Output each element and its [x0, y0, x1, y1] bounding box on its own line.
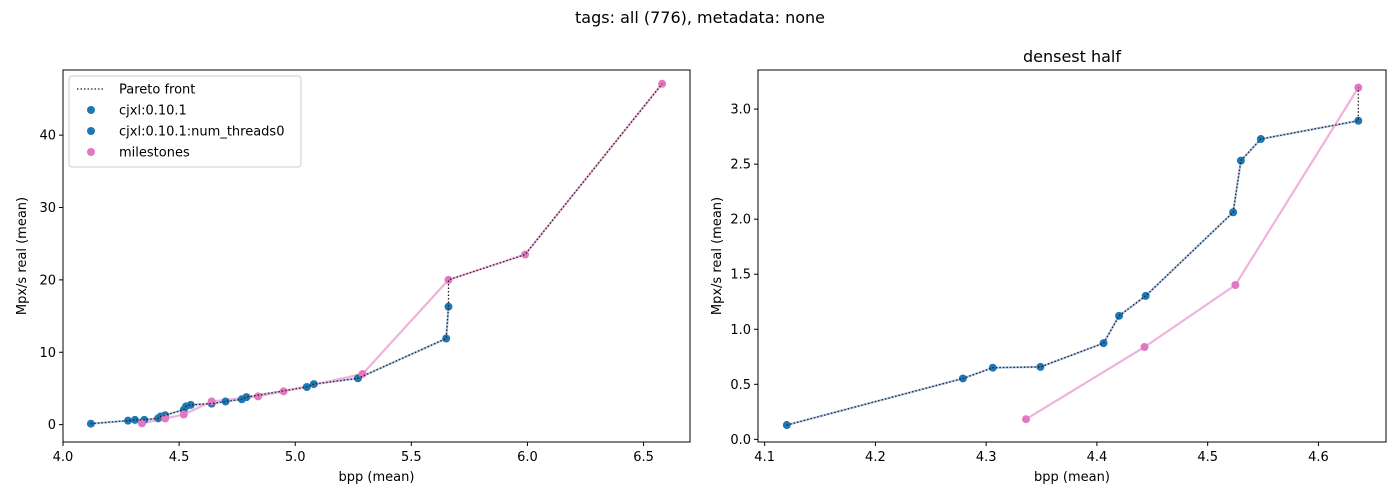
x-tick-label: 4.0	[53, 450, 74, 465]
series-line-milestones	[1025, 87, 1360, 421]
data-point-milestones	[137, 419, 146, 428]
data-point-milestones	[279, 387, 288, 396]
y-axis-label: Mpx/s real (mean)	[710, 197, 725, 315]
y-tick-label: 10	[39, 346, 56, 361]
data-point-cjxl	[1354, 116, 1363, 125]
series-line-cjxl	[90, 306, 450, 425]
data-point-cjxl	[124, 416, 133, 425]
y-tick-label: 0	[48, 418, 56, 433]
data-point-milestones	[207, 397, 216, 406]
y-tick-label: 1.5	[730, 268, 751, 283]
x-tick-label: 5.0	[285, 450, 306, 465]
chart-title: densest half	[1023, 47, 1121, 66]
y-tick-label: 0.5	[730, 378, 751, 393]
data-point-milestones	[1231, 281, 1240, 290]
pareto-front-line	[90, 83, 663, 425]
plot-frame	[62, 69, 691, 443]
data-point-cjxl	[309, 380, 318, 389]
data-point-cjxl	[1115, 311, 1124, 320]
x-tick-label: 6.0	[517, 450, 538, 465]
y-axis-label: Mpx/s real (mean)	[15, 197, 30, 315]
plot-frame	[757, 69, 1387, 443]
legend-marker-milestones	[87, 148, 95, 156]
x-axis-label: bpp (mean)	[1034, 470, 1110, 485]
legend: Pareto front cjxl:0.10.1 cjxl:0.10.1:num_t…	[68, 75, 302, 168]
data-point-cjxl	[186, 400, 195, 409]
legend-label: milestones	[119, 146, 190, 161]
figure-suptitle: tags: all (776), metadata: none	[575, 8, 825, 27]
data-point-milestones	[254, 392, 263, 401]
chart-overall: 4.0 4.5 5.0 5.5 6.0 6.5 0 10 20 30 40 bpp (mean) Mpx…	[15, 69, 691, 485]
data-point-milestones	[179, 410, 188, 419]
y-tick-label: 40	[39, 129, 56, 144]
y-tick-label: 0.0	[730, 433, 751, 448]
x-tick-label: 6.5	[633, 450, 654, 465]
data-point-milestones	[444, 275, 453, 284]
legend-label: cjxl:0.10.1	[119, 104, 187, 119]
data-point-milestones	[1022, 415, 1031, 424]
legend-label: cjxl:0.10.1:num_threads0	[119, 125, 284, 140]
data-point-milestones	[1140, 342, 1149, 351]
data-point-cjxl	[444, 302, 453, 311]
series-line-cjxl	[786, 119, 1359, 427]
x-tick-label: 4.6	[1308, 450, 1329, 465]
data-point-cjxl	[1036, 362, 1045, 371]
data-point-milestones	[521, 250, 530, 259]
data-point-milestones	[358, 369, 367, 378]
y-tick-label: 2.0	[730, 213, 751, 228]
pareto-front-line	[786, 87, 1359, 426]
legend-marker-cjxl	[87, 127, 95, 135]
y-tick-label: 1.0	[730, 323, 751, 338]
legend-box	[68, 75, 302, 168]
y-tick-label: 20	[39, 273, 56, 288]
x-tick-label: 5.5	[401, 450, 422, 465]
x-tick-label: 4.3	[976, 450, 997, 465]
y-tick-label: 30	[39, 201, 56, 216]
y-tick-label: 3.0	[730, 103, 751, 118]
data-point-cjxl	[130, 415, 139, 424]
data-point-milestones	[161, 414, 170, 423]
data-point-cjxl	[221, 397, 230, 406]
y-tick-label: 2.5	[730, 158, 751, 173]
x-tick-label: 4.1	[754, 450, 775, 465]
x-axis-label: bpp (mean)	[339, 470, 415, 485]
x-tick-label: 4.5	[169, 450, 190, 465]
x-tick-label: 4.2	[865, 450, 886, 465]
x-tick-label: 4.5	[1197, 450, 1218, 465]
legend-marker-cjxl	[87, 106, 95, 114]
data-point-cjxl	[1236, 156, 1245, 165]
data-point-cjxl	[242, 393, 251, 402]
legend-label: Pareto front	[119, 83, 195, 98]
data-point-cjxl	[442, 334, 451, 343]
x-tick-label: 4.4	[1087, 450, 1108, 465]
chart-densest-half: 4.1 4.2 4.3 4.4 4.5 4.6 0.0 0.5 1.0 1.5 2.0 2.5 3.0 b…	[710, 47, 1387, 485]
